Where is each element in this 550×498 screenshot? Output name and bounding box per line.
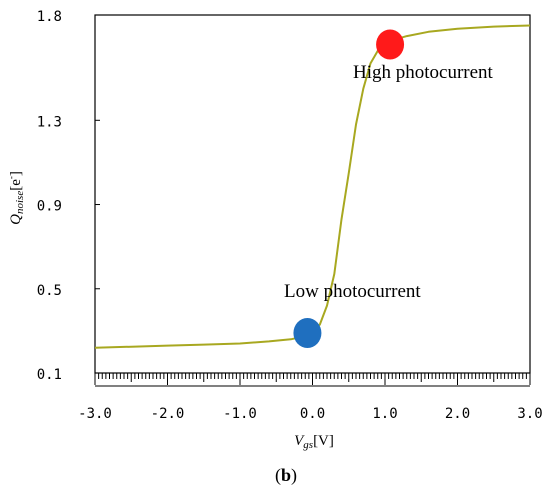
x-tick-label: -3.0	[78, 406, 112, 422]
x-tick-label: 3.0	[517, 406, 542, 422]
x-axis-label: Vgs[V]	[294, 433, 334, 451]
series-line	[94, 24, 531, 349]
x-tick-label: -1.0	[223, 406, 257, 422]
x-tick-label: 2.0	[445, 406, 470, 422]
marker-low	[293, 317, 322, 348]
x-tick-label: 0.0	[300, 406, 325, 422]
y-tick-label: 1.8	[37, 9, 62, 25]
x-tick-label: -2.0	[151, 406, 185, 422]
annotation-high-photocurrent: High photocurrent	[353, 62, 494, 83]
marker-high	[376, 29, 405, 60]
annotation-low-photocurrent: Low photocurrent	[284, 281, 421, 302]
caption: (b)	[275, 465, 297, 486]
y-tick-label: 0.5	[37, 283, 62, 299]
x-tick-label: 1.0	[372, 406, 397, 422]
y-tick-label: 0.9	[37, 199, 62, 215]
y-tick-label: 0.1	[37, 367, 62, 383]
y-axis-label: Qnoise[e-]	[6, 171, 26, 225]
y-tick-label: 1.3	[37, 114, 62, 130]
